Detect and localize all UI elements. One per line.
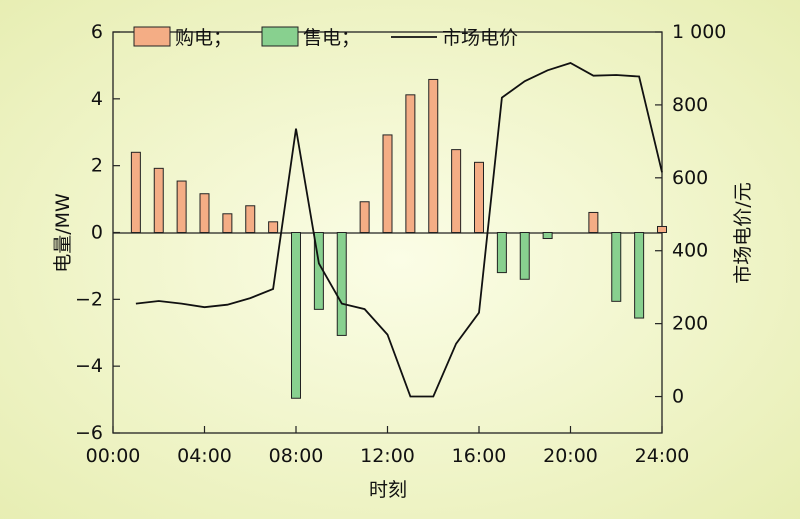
y-ticks-group: −6 −4 −2 0 2 4 6: [75, 21, 120, 444]
bar-sell: [519, 232, 530, 280]
bar-sell: [291, 232, 301, 399]
x-ticks-group: 00:00 04:00 08:00 12:00 16:00 20:00 24:00: [86, 426, 690, 467]
y2-tick-label: 800: [672, 94, 708, 116]
bar-buy: [245, 205, 256, 233]
x-tick-label: 16:00: [452, 445, 507, 467]
bars-group: [130, 78, 667, 399]
bar-buy: [657, 225, 667, 234]
y-tick-label: −6: [75, 422, 103, 444]
bar-buy: [359, 201, 370, 234]
x-tick-label: 00:00: [86, 445, 141, 467]
bar-sell: [542, 232, 553, 240]
x-tick-label: 24:00: [635, 445, 690, 467]
legend-buy-swatch: [133, 26, 171, 47]
y-tick-label: −4: [75, 355, 103, 377]
bar-buy: [474, 161, 484, 233]
y-tick-label: 6: [91, 21, 103, 43]
y2-tick-label: 1 000: [672, 21, 726, 43]
y2-ticks-group: 0 200 400 600 800 1 000: [655, 21, 726, 408]
legend-sell-label: 售电；: [303, 27, 360, 49]
bar-sell: [496, 232, 507, 274]
y-tick-label: 2: [91, 155, 103, 177]
legend: 购电； 售电； 市场电价: [133, 26, 518, 49]
y2-tick-label: 400: [672, 240, 708, 262]
x-tick-label: 20:00: [543, 445, 598, 467]
y2-tick-label: 600: [672, 167, 708, 189]
bar-buy: [199, 193, 210, 233]
bar-sell: [634, 232, 645, 319]
bar-buy: [451, 149, 462, 233]
bar-buy: [268, 221, 279, 234]
bar-buy: [130, 151, 141, 233]
y-tick-label: −2: [75, 288, 103, 310]
y2-axis-label: 市场电价/元: [732, 182, 754, 283]
bar-sell: [336, 232, 347, 336]
y2-tick-label: 200: [672, 313, 708, 335]
x-tick-label: 04:00: [177, 445, 232, 467]
legend-price-label: 市场电价: [442, 27, 518, 49]
price-line: [135, 62, 663, 398]
x-tick-label: 12:00: [360, 445, 415, 467]
y-tick-label: 4: [91, 88, 103, 110]
y-axis-label: 电量/MW: [52, 193, 74, 273]
bar-buy: [222, 213, 233, 233]
bar-buy: [428, 78, 439, 234]
x-tick-label: 08:00: [269, 445, 324, 467]
legend-buy-label: 购电；: [175, 27, 232, 49]
bar-buy: [588, 211, 599, 233]
legend-sell-swatch: [261, 26, 299, 47]
y2-tick-label: 0: [672, 386, 684, 408]
x-axis-label: 时刻: [369, 479, 407, 501]
bar-buy: [176, 180, 187, 233]
bar-sell: [611, 232, 622, 302]
bar-buy: [153, 167, 164, 233]
y-tick-label: 0: [91, 222, 103, 244]
bar-buy: [382, 134, 393, 234]
bar-buy: [405, 94, 416, 233]
